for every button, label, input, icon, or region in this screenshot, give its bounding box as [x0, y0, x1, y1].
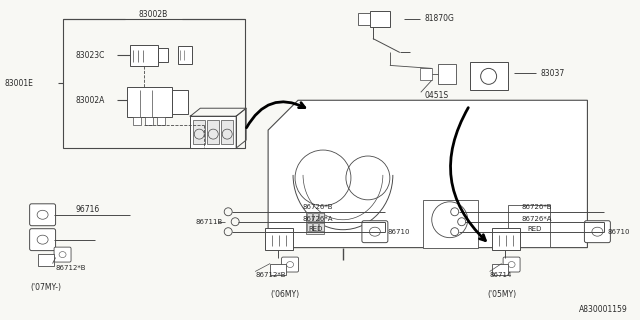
FancyBboxPatch shape	[584, 221, 611, 243]
Text: 86726*B: 86726*B	[522, 204, 552, 210]
Text: ('07MY-): ('07MY-)	[31, 283, 61, 292]
Bar	[221, 120, 233, 144]
Text: 86712*B: 86712*B	[255, 271, 285, 277]
Bar	[319, 213, 324, 221]
Bar	[370, 11, 390, 27]
Bar	[313, 213, 318, 221]
FancyBboxPatch shape	[29, 229, 56, 251]
Text: 86712*B: 86712*B	[56, 265, 86, 270]
Bar	[63, 19, 245, 148]
Text: A830001159: A830001159	[579, 305, 627, 314]
Bar	[423, 200, 477, 248]
Bar	[179, 46, 192, 64]
Bar	[438, 64, 456, 84]
FancyBboxPatch shape	[29, 204, 56, 226]
Bar	[307, 213, 312, 221]
Bar	[193, 120, 205, 144]
Text: 83002A: 83002A	[76, 96, 105, 105]
Bar	[307, 223, 312, 231]
Text: 96716: 96716	[76, 205, 100, 214]
Bar	[313, 223, 318, 231]
Text: 83001E: 83001E	[4, 79, 33, 88]
FancyBboxPatch shape	[282, 257, 298, 272]
Text: 86710: 86710	[607, 229, 630, 235]
Bar	[207, 120, 220, 144]
Text: RED: RED	[527, 226, 542, 232]
Text: 86726*B: 86726*B	[302, 204, 333, 210]
Polygon shape	[268, 100, 588, 248]
FancyBboxPatch shape	[54, 247, 71, 262]
Text: 0451S: 0451S	[425, 91, 449, 100]
Bar	[420, 68, 432, 80]
Bar	[157, 117, 165, 125]
Text: 83023C: 83023C	[76, 51, 105, 60]
Text: ('06MY): ('06MY)	[270, 290, 300, 299]
Text: 83002B: 83002B	[139, 10, 168, 19]
Bar	[172, 90, 188, 114]
Bar	[358, 13, 370, 25]
Bar	[470, 62, 508, 90]
Bar	[508, 205, 550, 247]
Text: 83037: 83037	[541, 69, 564, 78]
Text: 86711B: 86711B	[195, 219, 223, 225]
Bar	[38, 253, 54, 266]
Bar	[131, 44, 158, 67]
Bar	[158, 49, 168, 62]
Text: 81870G: 81870G	[425, 14, 454, 23]
FancyBboxPatch shape	[362, 221, 388, 243]
Bar	[492, 264, 508, 276]
Bar	[145, 117, 154, 125]
Text: 86726*A: 86726*A	[302, 216, 333, 222]
Text: RED: RED	[308, 226, 323, 232]
Bar	[190, 116, 236, 148]
Text: 86714: 86714	[490, 271, 512, 277]
Bar	[133, 117, 141, 125]
Bar	[270, 264, 286, 276]
Bar	[319, 223, 324, 231]
Text: ('05MY): ('05MY)	[488, 290, 516, 299]
Bar	[265, 228, 293, 250]
Text: 86710: 86710	[388, 229, 410, 235]
Bar	[306, 212, 324, 234]
Text: 86726*A: 86726*A	[522, 216, 552, 222]
Bar	[492, 228, 520, 250]
FancyBboxPatch shape	[503, 257, 520, 272]
Bar	[127, 87, 172, 117]
